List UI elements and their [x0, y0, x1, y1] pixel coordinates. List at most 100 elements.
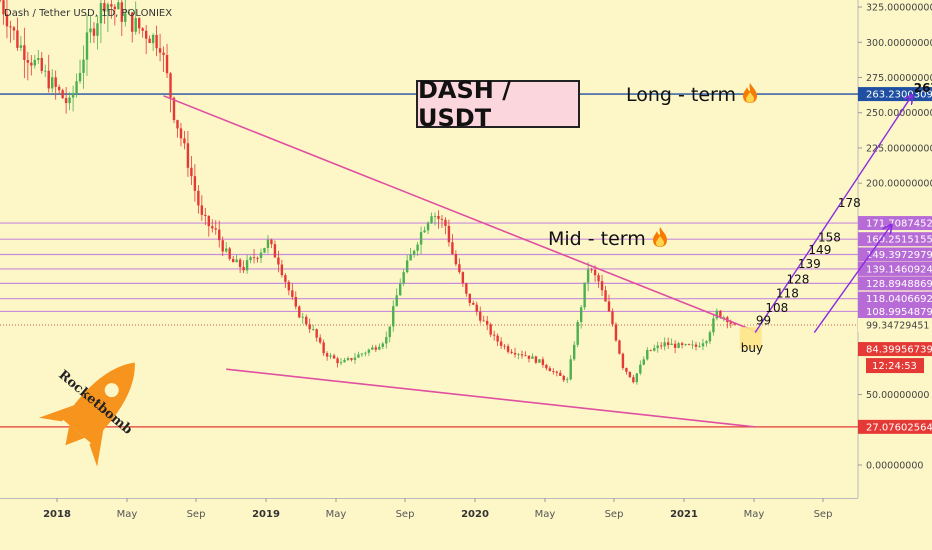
- candle-body: [144, 30, 148, 39]
- candle-body: [165, 55, 169, 74]
- candle-body: [545, 364, 548, 369]
- candle-body: [586, 269, 590, 283]
- resistance-price-label: 108.99548794: [866, 307, 932, 318]
- candle-body: [231, 258, 235, 263]
- candle-body: [305, 316, 308, 325]
- candle-body: [256, 258, 259, 259]
- candle-body: [465, 283, 468, 294]
- y-tick-label: 50.00000000: [866, 390, 929, 401]
- candle-body: [138, 18, 141, 29]
- candle-body: [618, 340, 621, 354]
- candle-body: [715, 310, 719, 319]
- rocket-window: [104, 383, 119, 398]
- candle-body: [273, 244, 277, 258]
- candle-body: [388, 326, 391, 338]
- candle-body: [385, 337, 388, 344]
- last-price-label: 84.39956739: [866, 345, 932, 356]
- x-tick-label: 2020: [461, 509, 489, 520]
- x-tick-label: Sep: [814, 509, 833, 520]
- candle-body: [559, 372, 562, 376]
- candle-body: [33, 59, 36, 66]
- mid-term-label: Mid - term: [548, 226, 668, 253]
- candle-body: [660, 345, 663, 347]
- candle-body: [489, 324, 492, 335]
- candle-body: [405, 260, 409, 273]
- candle-body: [211, 226, 214, 229]
- candle-body: [75, 81, 78, 94]
- candle-body: [47, 70, 50, 89]
- candle-body: [158, 48, 162, 53]
- last-price-box: [858, 342, 932, 357]
- long-term-target-label: 267: [914, 81, 932, 95]
- candle-body: [499, 341, 503, 346]
- candle-body: [266, 239, 270, 248]
- candle-body: [666, 342, 670, 346]
- candle-body: [364, 352, 367, 354]
- candle-body: [653, 348, 656, 351]
- support-level-label: 27.07602564: [866, 422, 932, 433]
- candle-body: [649, 349, 652, 351]
- candle-body: [472, 302, 475, 305]
- candle-body: [85, 32, 89, 60]
- rocket-fin-right: [89, 427, 104, 467]
- candle-body: [357, 354, 360, 358]
- projection-target-label: 178: [838, 196, 861, 210]
- candle-body: [103, 3, 106, 12]
- candle-body: [71, 93, 75, 98]
- candle-body: [68, 97, 71, 104]
- candle-body: [172, 97, 176, 121]
- candle-body: [131, 12, 134, 32]
- x-tick-label: May: [326, 509, 347, 520]
- candle-body: [374, 347, 378, 350]
- candle-body: [294, 296, 297, 307]
- projection-target-label: 108: [765, 301, 788, 315]
- candle-body: [378, 346, 381, 350]
- candle-body: [312, 329, 315, 330]
- candle-body: [562, 375, 565, 381]
- candle-body: [0, 0, 2, 1]
- candle-body: [632, 377, 635, 383]
- candle-body: [193, 176, 197, 191]
- candle-body: [639, 364, 642, 374]
- candle-body: [416, 244, 419, 251]
- candle-body: [318, 337, 322, 343]
- candle-body: [12, 27, 16, 31]
- candle-body: [235, 259, 238, 263]
- candle-body: [642, 359, 645, 365]
- candle-body: [263, 247, 266, 253]
- candle-body: [635, 373, 639, 383]
- candle-body: [141, 28, 144, 31]
- long-term-text: Long - term: [626, 84, 737, 106]
- resistance-price-label: 171.70874527: [866, 219, 932, 230]
- candle-body: [332, 355, 336, 359]
- candle-body: [242, 267, 245, 271]
- fire-icon: [742, 82, 758, 109]
- candle-body: [37, 57, 40, 60]
- candle-body: [134, 18, 137, 32]
- projection-target-label: 149: [808, 243, 831, 257]
- candle-body: [346, 358, 350, 360]
- candle-body: [524, 355, 527, 357]
- candle-body: [54, 77, 57, 87]
- candle-body: [19, 45, 23, 48]
- candle-body: [57, 86, 61, 91]
- current-price-label: 99.34729451: [866, 321, 929, 332]
- candle-body: [99, 3, 103, 24]
- candle-body: [555, 371, 558, 373]
- candle-body: [117, 2, 120, 10]
- candle-body: [444, 219, 447, 226]
- candle-body: [238, 259, 242, 268]
- y-tick-label: 250.00000000: [866, 108, 932, 119]
- candle-body: [447, 225, 451, 243]
- candle-body: [548, 368, 552, 372]
- candle-body: [684, 344, 687, 345]
- candle-body: [228, 248, 231, 259]
- candle-body: [9, 26, 12, 28]
- candle-body: [110, 4, 113, 7]
- blue-level-label: 263.23003096: [866, 90, 932, 101]
- y-tick-label: 275.00000000: [866, 73, 932, 84]
- candle-body: [190, 167, 193, 177]
- candle-body: [712, 318, 715, 333]
- candle-body: [440, 218, 444, 220]
